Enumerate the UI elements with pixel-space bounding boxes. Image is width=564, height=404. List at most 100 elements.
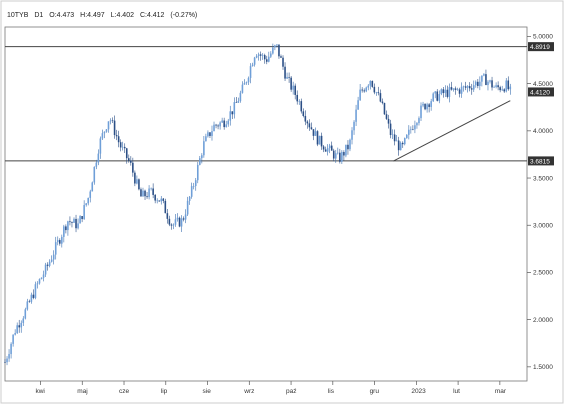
candle-body — [227, 120, 230, 125]
candle-body — [30, 294, 33, 302]
candle-body — [54, 242, 57, 255]
candle-body — [367, 85, 370, 88]
candle-body — [93, 166, 96, 183]
x-tick-label: cze — [119, 388, 129, 395]
candle-body — [83, 205, 85, 220]
level-tag — [528, 42, 554, 52]
candle-body — [375, 92, 378, 93]
candle-body — [493, 87, 495, 88]
candle-body — [247, 77, 250, 83]
candle-body — [28, 301, 31, 303]
candle-body — [470, 88, 473, 90]
candle-body — [320, 135, 323, 147]
candle-body — [121, 146, 124, 148]
candle-body — [231, 111, 234, 115]
candle-body — [304, 115, 307, 122]
candle-body — [61, 236, 63, 244]
candle-body — [205, 136, 207, 142]
y-tick-label: 1.5000 — [533, 364, 553, 371]
level-tag — [528, 156, 554, 166]
candle-body — [253, 57, 256, 65]
candle-body — [361, 89, 363, 91]
candle-body — [140, 189, 142, 197]
candle-body — [379, 93, 382, 102]
candle-body — [168, 218, 171, 225]
candle-body — [477, 81, 479, 86]
candle-body — [503, 89, 506, 92]
candle-body — [385, 114, 388, 119]
candle-body — [117, 136, 120, 143]
candle-body — [432, 93, 434, 102]
candle-body — [119, 142, 122, 148]
candle-body — [166, 213, 169, 219]
candle-body — [221, 120, 223, 123]
close-value: C:4.412 — [139, 12, 165, 19]
candle-body — [188, 196, 191, 201]
candle-body — [103, 131, 106, 134]
candle-body — [251, 64, 254, 67]
candle-body — [138, 179, 140, 190]
x-tick-label: maj — [77, 388, 87, 395]
candle-body — [452, 88, 455, 90]
candle-body — [217, 125, 219, 127]
candle-body — [454, 88, 457, 90]
candle-body — [249, 66, 252, 78]
candle-body — [499, 87, 501, 91]
candle-body — [174, 219, 177, 225]
candle-body — [316, 131, 319, 145]
candle-body — [326, 148, 329, 152]
candle-body — [42, 274, 45, 278]
candle-body — [410, 129, 412, 130]
candle-body — [464, 86, 467, 88]
candle-body — [69, 221, 71, 223]
candle-body — [401, 142, 404, 145]
candle-body — [339, 152, 341, 162]
candle-body — [389, 123, 392, 135]
candle-body — [395, 140, 398, 142]
candle-body — [474, 81, 477, 86]
candle-body — [26, 301, 29, 310]
candle-body — [207, 132, 209, 137]
x-tick-label: lis — [328, 388, 335, 395]
candle-body — [408, 129, 410, 135]
candle-body — [284, 66, 286, 79]
candle-body — [172, 224, 175, 226]
candle-body — [430, 101, 432, 107]
plot-area-border — [4, 26, 528, 382]
candle-body — [14, 333, 16, 335]
candle-body — [290, 77, 292, 90]
candle-body — [154, 194, 156, 201]
candle-body — [483, 74, 485, 76]
candle-body — [160, 198, 163, 202]
candle-body — [278, 44, 280, 57]
candle-body — [136, 179, 138, 184]
x-tick-label: wrz — [243, 388, 254, 395]
candle-body — [176, 217, 179, 220]
candle-body — [330, 145, 333, 151]
candle-body — [472, 85, 475, 90]
symbol-label: 10TYB — [7, 12, 29, 19]
candle-body — [491, 80, 493, 88]
candle-body — [75, 218, 77, 229]
candle-body — [18, 325, 21, 328]
candle-body — [318, 135, 321, 145]
candle-body — [462, 86, 465, 87]
candle-body — [130, 160, 132, 163]
candle-body — [479, 81, 481, 86]
candle-body — [10, 343, 12, 355]
candle-body — [233, 102, 236, 115]
candle-body — [383, 102, 386, 115]
candle-body — [416, 123, 418, 126]
x-tick-label: lip — [161, 388, 168, 395]
candle-body — [387, 118, 390, 124]
candle-body — [276, 44, 278, 46]
candle-body — [95, 162, 98, 167]
candle-body — [324, 149, 327, 152]
candle-body — [186, 200, 189, 215]
candle-body — [16, 325, 18, 334]
level-label: 3.6815 — [530, 158, 550, 165]
candle-body — [468, 86, 471, 89]
candle-body — [125, 148, 128, 159]
